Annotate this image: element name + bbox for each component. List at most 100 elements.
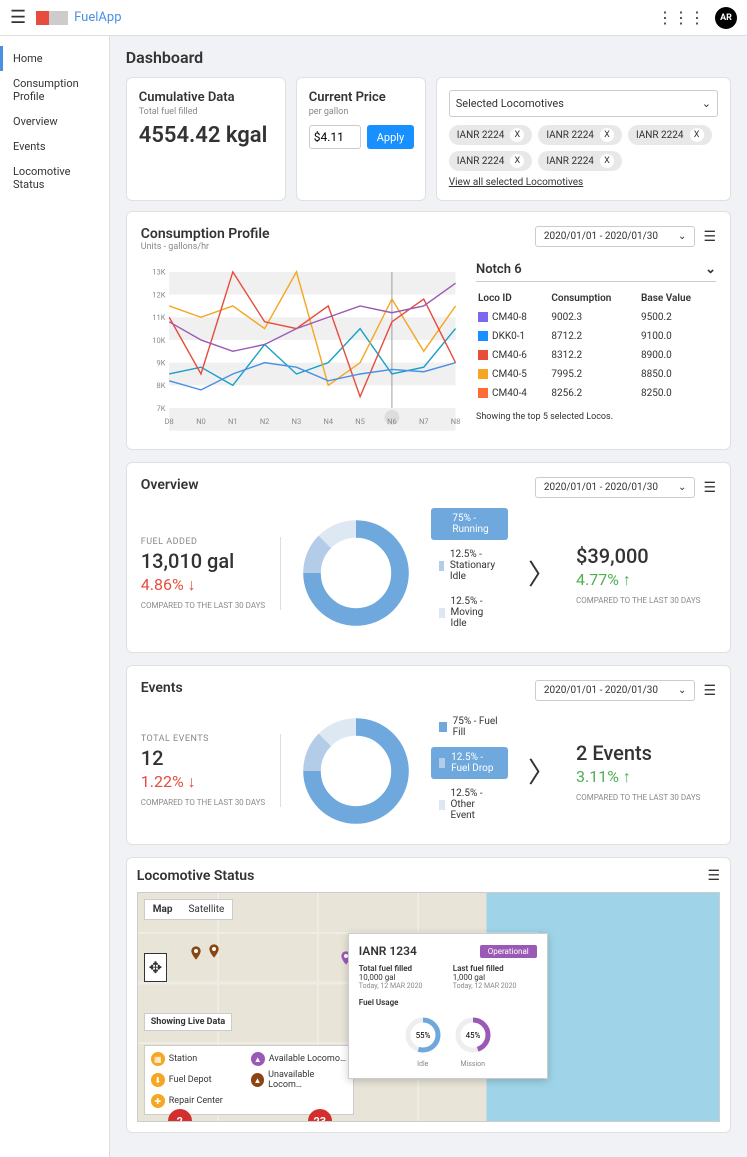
legend-item[interactable]: 12.5% - Other Event: [431, 783, 508, 826]
svg-text:N3: N3: [291, 417, 301, 426]
sidebar-item[interactable]: Overview: [0, 109, 109, 134]
chevron-down-icon: ⌄: [678, 231, 686, 242]
chevron-down-icon: ⌄: [702, 97, 711, 110]
loco-chip: IANR 2224X: [538, 125, 622, 145]
legend-item[interactable]: 12.5% - Fuel Drop: [431, 747, 508, 779]
overview-donut: [301, 518, 411, 628]
table-row: DKK0-18712.29100.0: [478, 328, 714, 345]
map-legend-item: ▦Station: [151, 1052, 247, 1066]
status-pill: Operational: [480, 945, 537, 958]
main: Dashboard Cumulative Data Total fuel fil…: [110, 36, 747, 1157]
map-tab[interactable]: Map: [145, 900, 181, 919]
app-name: FuelApp: [74, 10, 121, 25]
chip-remove-icon[interactable]: X: [600, 154, 614, 168]
svg-text:N6: N6: [387, 417, 397, 426]
legend-item[interactable]: 12.5% - Stationary Idle: [431, 544, 508, 587]
loco-chip: IANR 2224X: [449, 125, 533, 145]
arrow-right-icon: 〉: [528, 751, 556, 791]
chip-remove-icon[interactable]: X: [600, 128, 614, 142]
map-pin[interactable]: [188, 943, 204, 963]
svg-text:7K: 7K: [156, 404, 165, 413]
sidebar-item[interactable]: Events: [0, 134, 109, 159]
events-date-select[interactable]: 2020/01/01 - 2020/01/30⌄: [535, 680, 696, 701]
sidebar-item[interactable]: Locomotive Status: [0, 159, 109, 197]
sidebar: HomeConsumption ProfileOverviewEventsLoc…: [0, 36, 110, 1157]
topbar: ☰ FuelApp ⋮⋮⋮ AR: [0, 0, 747, 36]
satellite-tab[interactable]: Satellite: [180, 900, 232, 919]
table-row: CM40-48256.28250.0: [478, 385, 714, 402]
view-all-link[interactable]: View all selected Locomotives: [449, 177, 583, 188]
svg-text:8K: 8K: [156, 381, 165, 390]
map[interactable]: Map Satellite ✥ Showing Live Data ▦Stati…: [137, 892, 720, 1122]
svg-text:N2: N2: [260, 417, 270, 426]
events-donut: [301, 716, 411, 826]
svg-text:45%: 45%: [465, 1031, 480, 1040]
overview-date-select[interactable]: 2020/01/01 - 2020/01/30⌄: [535, 477, 696, 498]
menu-icon[interactable]: ☰: [703, 683, 716, 699]
svg-text:11K: 11K: [152, 313, 165, 322]
notch-panel: Notch 6 ⌄ Loco IDConsumptionBase ValueCM…: [476, 262, 716, 435]
legend-item[interactable]: 75% - Fuel Fill: [431, 711, 508, 743]
gauge: 45% Mission: [453, 1015, 493, 1068]
chevron-down-icon[interactable]: ⌄: [705, 262, 716, 277]
loco-placeholder: Selected Locomotives: [456, 97, 564, 110]
events-section: Events 2020/01/01 - 2020/01/30⌄ ☰ TOTAL …: [126, 665, 731, 845]
svg-text:12K: 12K: [152, 290, 165, 299]
cum-value: 4554.42 kgal: [139, 123, 273, 148]
notch-footer: Showing the top 5 selected Locos.: [476, 412, 716, 422]
table-row: CM40-89002.39500.2: [478, 309, 714, 326]
loco-chip: IANR 2224X: [449, 151, 533, 171]
svg-text:13K: 13K: [152, 268, 165, 277]
events-title: Events: [141, 680, 183, 696]
svg-text:D8: D8: [164, 417, 173, 426]
chip-remove-icon[interactable]: X: [510, 128, 524, 142]
cum-title: Cumulative Data: [139, 90, 273, 105]
map-legend: ▦Station▲Available Locomo…⬇Fuel Depot▲Un…: [144, 1045, 354, 1115]
loco-dropdown[interactable]: Selected Locomotives ⌄: [449, 90, 718, 117]
cp-sub: Units - gallons/hr: [141, 242, 270, 252]
sidebar-item[interactable]: Home: [0, 46, 109, 71]
legend-item[interactable]: 12.5% - Moving Idle: [431, 591, 508, 634]
notch-title: Notch 6: [476, 262, 522, 277]
svg-text:N1: N1: [228, 417, 238, 426]
menu-icon[interactable]: ☰: [707, 868, 720, 884]
page-title: Dashboard: [126, 48, 731, 67]
map-legend-item: ⬇Fuel Depot: [151, 1070, 247, 1090]
move-icon[interactable]: ✥: [144, 953, 167, 982]
chevron-down-icon: ⌄: [678, 482, 686, 493]
map-pin[interactable]: [206, 941, 222, 961]
table-row: CM40-68312.28900.0: [478, 347, 714, 364]
ls-title: Locomotive Status: [137, 868, 255, 884]
overview-title: Overview: [141, 477, 199, 493]
svg-text:N8: N8: [451, 417, 460, 426]
chevron-down-icon: ⌄: [678, 685, 686, 696]
svg-text:9K: 9K: [156, 358, 165, 367]
price-sub: per gallon: [309, 107, 413, 117]
consumption-section: Consumption Profile Units - gallons/hr 2…: [126, 211, 731, 450]
menu-icon[interactable]: ☰: [703, 480, 716, 496]
gauge: 55% Idle: [403, 1015, 443, 1068]
apply-button[interactable]: Apply: [367, 125, 414, 149]
loco-popup: IANR 1234 Operational Total fuel filled …: [348, 933, 548, 1079]
svg-text:N0: N0: [196, 417, 206, 426]
map-legend-item: ✚Repair Center: [151, 1094, 247, 1108]
chip-remove-icon[interactable]: X: [510, 154, 524, 168]
chip-remove-icon[interactable]: X: [690, 128, 704, 142]
map-legend-item: ▲Unavailable Locom…: [251, 1070, 347, 1090]
cp-date-select[interactable]: 2020/01/01 - 2020/01/30⌄: [535, 226, 696, 247]
avatar[interactable]: AR: [715, 7, 737, 29]
apps-grid-icon[interactable]: ⋮⋮⋮: [657, 8, 705, 27]
consumption-chart: 13K12K11K10K9K8K7KD8N0N1N2N3N4N5N6N7N8: [141, 262, 460, 432]
cp-title: Consumption Profile: [141, 226, 270, 242]
legend-item[interactable]: 75% - Running: [431, 508, 508, 540]
svg-text:N4: N4: [323, 417, 333, 426]
price-input[interactable]: [309, 125, 361, 149]
arrow-right-icon: 〉: [528, 553, 556, 593]
table-row: CM40-57995.28850.0: [478, 366, 714, 383]
map-type-tabs: Map Satellite: [144, 899, 234, 920]
sidebar-item[interactable]: Consumption Profile: [0, 71, 109, 109]
svg-text:N7: N7: [419, 417, 429, 426]
menu-icon[interactable]: ☰: [703, 229, 716, 245]
hamburger-icon[interactable]: ☰: [10, 7, 26, 28]
loco-chip: IANR 2224X: [538, 151, 622, 171]
